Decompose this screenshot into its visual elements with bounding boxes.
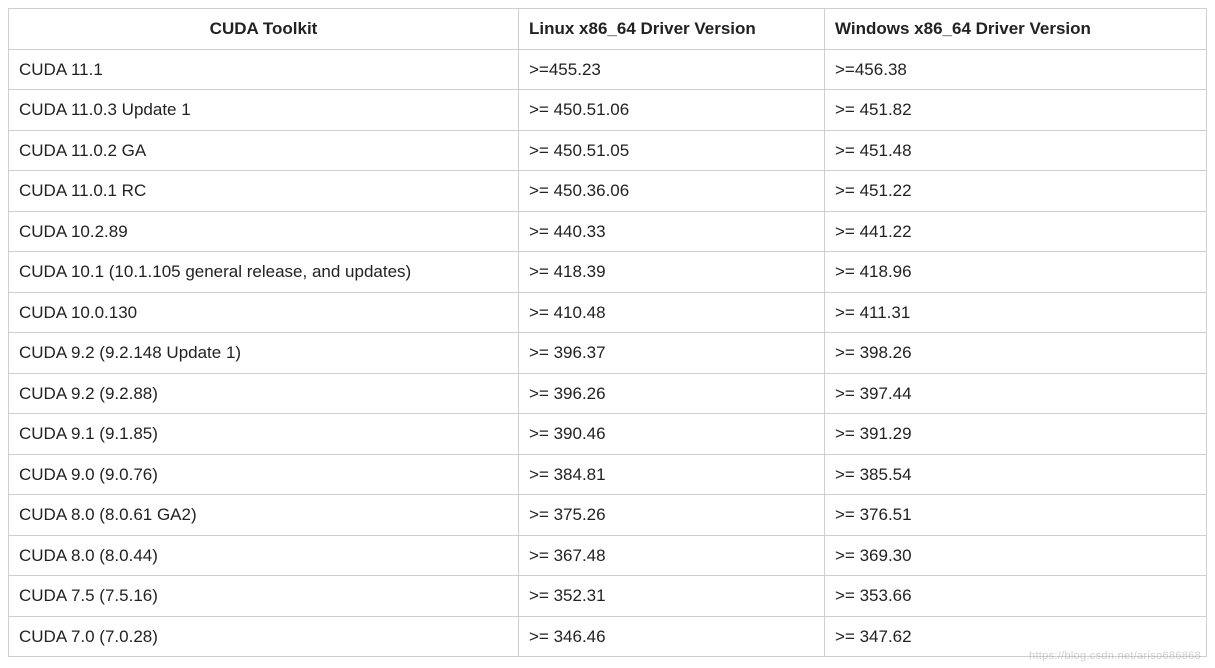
cell-toolkit: CUDA 11.1 [9,49,519,90]
table-row: CUDA 9.2 (9.2.88)>= 396.26>= 397.44 [9,373,1207,414]
cell-toolkit: CUDA 8.0 (8.0.61 GA2) [9,495,519,536]
cell-linux: >= 384.81 [519,454,825,495]
cell-linux: >=455.23 [519,49,825,90]
table-row: CUDA 11.1>=455.23>=456.38 [9,49,1207,90]
col-header-toolkit: CUDA Toolkit [9,9,519,50]
col-header-linux: Linux x86_64 Driver Version [519,9,825,50]
col-header-windows: Windows x86_64 Driver Version [825,9,1207,50]
cell-windows: >= 397.44 [825,373,1207,414]
cell-linux: >= 450.36.06 [519,171,825,212]
table-row: CUDA 11.0.3 Update 1>= 450.51.06>= 451.8… [9,90,1207,131]
cell-linux: >= 367.48 [519,535,825,576]
table-row: CUDA 7.5 (7.5.16)>= 352.31>= 353.66 [9,576,1207,617]
table-row: CUDA 9.0 (9.0.76)>= 384.81>= 385.54 [9,454,1207,495]
cell-windows: >= 376.51 [825,495,1207,536]
cell-linux: >= 450.51.06 [519,90,825,131]
cell-linux: >= 396.37 [519,333,825,374]
cell-toolkit: CUDA 9.1 (9.1.85) [9,414,519,455]
cell-linux: >= 440.33 [519,211,825,252]
cell-windows: >= 391.29 [825,414,1207,455]
cell-toolkit: CUDA 10.1 (10.1.105 general release, and… [9,252,519,293]
table-row: CUDA 11.0.1 RC>= 450.36.06>= 451.22 [9,171,1207,212]
cell-toolkit: CUDA 11.0.1 RC [9,171,519,212]
cell-toolkit: CUDA 10.0.130 [9,292,519,333]
cell-linux: >= 450.51.05 [519,130,825,171]
table-row: CUDA 11.0.2 GA>= 450.51.05>= 451.48 [9,130,1207,171]
cell-windows: >= 398.26 [825,333,1207,374]
table-row: CUDA 7.0 (7.0.28)>= 346.46>= 347.62 [9,616,1207,657]
cell-windows: >= 451.48 [825,130,1207,171]
cell-toolkit: CUDA 9.2 (9.2.88) [9,373,519,414]
cell-toolkit: CUDA 10.2.89 [9,211,519,252]
table-row: CUDA 10.2.89>= 440.33>= 441.22 [9,211,1207,252]
cell-linux: >= 418.39 [519,252,825,293]
cell-windows: >= 418.96 [825,252,1207,293]
table-row: CUDA 8.0 (8.0.44)>= 367.48>= 369.30 [9,535,1207,576]
table-row: CUDA 10.1 (10.1.105 general release, and… [9,252,1207,293]
cell-toolkit: CUDA 11.0.2 GA [9,130,519,171]
cell-toolkit: CUDA 11.0.3 Update 1 [9,90,519,131]
cell-windows: >= 347.62 [825,616,1207,657]
cell-linux: >= 346.46 [519,616,825,657]
cell-linux: >= 375.26 [519,495,825,536]
cell-toolkit: CUDA 7.0 (7.0.28) [9,616,519,657]
cell-linux: >= 396.26 [519,373,825,414]
table-row: CUDA 8.0 (8.0.61 GA2)>= 375.26>= 376.51 [9,495,1207,536]
table-body: CUDA 11.1>=455.23>=456.38 CUDA 11.0.3 Up… [9,49,1207,657]
cell-linux: >= 352.31 [519,576,825,617]
cuda-driver-table: CUDA Toolkit Linux x86_64 Driver Version… [8,8,1207,657]
cell-windows: >= 411.31 [825,292,1207,333]
cell-windows: >= 385.54 [825,454,1207,495]
cell-linux: >= 410.48 [519,292,825,333]
table-row: CUDA 9.2 (9.2.148 Update 1)>= 396.37>= 3… [9,333,1207,374]
table-header-row: CUDA Toolkit Linux x86_64 Driver Version… [9,9,1207,50]
cell-windows: >= 353.66 [825,576,1207,617]
cell-toolkit: CUDA 9.2 (9.2.148 Update 1) [9,333,519,374]
table-row: CUDA 9.1 (9.1.85)>= 390.46>= 391.29 [9,414,1207,455]
cell-windows: >=456.38 [825,49,1207,90]
table-row: CUDA 10.0.130>= 410.48>= 411.31 [9,292,1207,333]
cell-windows: >= 441.22 [825,211,1207,252]
cell-toolkit: CUDA 9.0 (9.0.76) [9,454,519,495]
cell-toolkit: CUDA 8.0 (8.0.44) [9,535,519,576]
cell-windows: >= 369.30 [825,535,1207,576]
cell-windows: >= 451.82 [825,90,1207,131]
cell-toolkit: CUDA 7.5 (7.5.16) [9,576,519,617]
cell-linux: >= 390.46 [519,414,825,455]
cell-windows: >= 451.22 [825,171,1207,212]
